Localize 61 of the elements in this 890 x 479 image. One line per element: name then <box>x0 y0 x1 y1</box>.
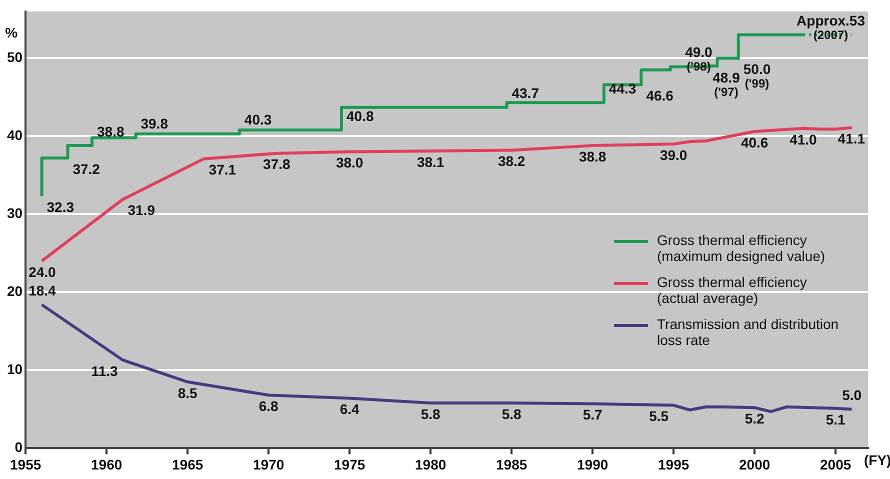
data-label: 32.3 <box>46 199 74 216</box>
legend-label: Gross thermal efficiency (maximum designed value) <box>657 232 826 264</box>
data-label: 5.1 <box>826 411 846 428</box>
data-label: 5.0 <box>842 387 862 404</box>
data-label: 40.3 <box>244 112 272 128</box>
data-label: 11.3 <box>91 362 118 379</box>
annotation: ('98) <box>686 59 711 74</box>
data-label: 6.4 <box>340 401 360 418</box>
annotation: (2007) <box>813 28 848 42</box>
data-label: 37.1 <box>208 162 236 178</box>
data-label: 38.0 <box>336 154 364 171</box>
data-label: 38.2 <box>498 153 526 170</box>
data-label: 5.8 <box>420 406 441 422</box>
data-label: 37.8 <box>263 156 291 172</box>
x-tick-label: 1965 <box>172 456 204 472</box>
legend-label: Gross thermal efficiency (actual average) <box>657 274 808 306</box>
y-tick-label: 20 <box>6 283 23 300</box>
y-tick-label: 40 <box>6 127 23 144</box>
data-label: Approx.53 <box>796 12 866 29</box>
data-label: 24.0 <box>28 264 56 280</box>
data-label: 5.2 <box>744 410 765 426</box>
annotation: ('99) <box>744 76 770 91</box>
data-label: 18.4 <box>28 282 56 299</box>
data-label: 50.0 <box>743 61 771 78</box>
x-tick-label: 1970 <box>253 456 284 472</box>
y-axis-title: % <box>5 24 18 40</box>
x-tick-label: 1975 <box>334 456 366 472</box>
data-label: 43.7 <box>512 85 540 102</box>
data-label: 5.8 <box>502 406 522 422</box>
data-label: 41.0 <box>790 131 818 148</box>
x-tick-label: 2000 <box>739 456 770 472</box>
data-label: 5.5 <box>649 408 669 424</box>
data-label: 31.9 <box>128 202 156 218</box>
data-label: 49.0 <box>685 44 713 60</box>
data-label: 38.1 <box>416 154 444 170</box>
x-tick-label: 1990 <box>577 456 608 472</box>
x-tick-label: 1995 <box>658 456 690 472</box>
x-tick-label: 1985 <box>496 456 528 472</box>
x-tick-label: 1955 <box>10 456 42 472</box>
y-tick-label: 0 <box>14 439 23 456</box>
data-label: 6.8 <box>258 398 279 414</box>
x-tick-label: 1980 <box>415 456 446 472</box>
data-label: 40.6 <box>740 134 768 150</box>
data-label: 8.5 <box>178 384 198 401</box>
data-label: 41.1 <box>838 130 866 146</box>
data-label: 40.8 <box>346 108 374 124</box>
data-label: 39.0 <box>660 146 688 163</box>
data-label: 38.8 <box>96 123 124 140</box>
data-label: 5.7 <box>582 406 603 423</box>
legend-label: Transmission and distribution loss rate <box>657 316 839 348</box>
data-label: 46.6 <box>646 88 674 104</box>
y-tick-label: 30 <box>6 205 23 222</box>
y-tick-label: 50 <box>6 49 23 66</box>
data-label: 48.9 <box>712 70 740 86</box>
data-label: 38.8 <box>578 148 606 164</box>
x-tick-label: 2005 <box>820 456 852 472</box>
data-label: 39.8 <box>140 116 168 132</box>
x-tick-label: 1960 <box>90 456 122 472</box>
annotation: ('97) <box>714 85 738 100</box>
y-tick-label: 10 <box>6 361 23 378</box>
data-label: 37.2 <box>72 160 100 177</box>
